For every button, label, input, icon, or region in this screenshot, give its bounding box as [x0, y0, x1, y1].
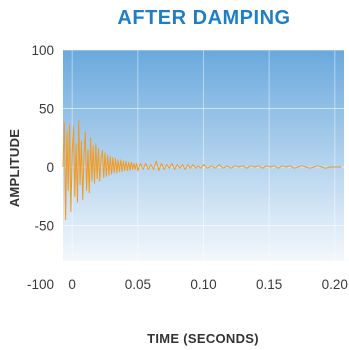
y-tick-label: 0	[46, 160, 54, 175]
x-axis-ticks: 0 0.05 0.10 0.15 0.20	[68, 277, 348, 292]
chart-title: AFTER DAMPING	[117, 7, 290, 29]
y-axis-ticks: 100 50 0 -50 -100	[27, 43, 54, 292]
series-line	[62, 119, 342, 221]
x-tick-label: 0.20	[322, 277, 348, 292]
x-tick-label: 0.05	[125, 277, 151, 292]
series-layer	[62, 119, 342, 221]
x-axis-title: TIME (SECONDS)	[147, 331, 259, 346]
x-tick-label: 0.10	[190, 277, 216, 292]
x-tick-label: 0.15	[256, 277, 282, 292]
y-tick-label: 50	[39, 102, 54, 117]
y-axis-title: AMPLITUDE	[7, 129, 22, 208]
y-tick-label: -50	[34, 219, 54, 234]
x-tick-label: 0	[68, 277, 76, 292]
y-tick-label: -100	[27, 277, 54, 292]
y-tick-label: 100	[31, 43, 54, 58]
